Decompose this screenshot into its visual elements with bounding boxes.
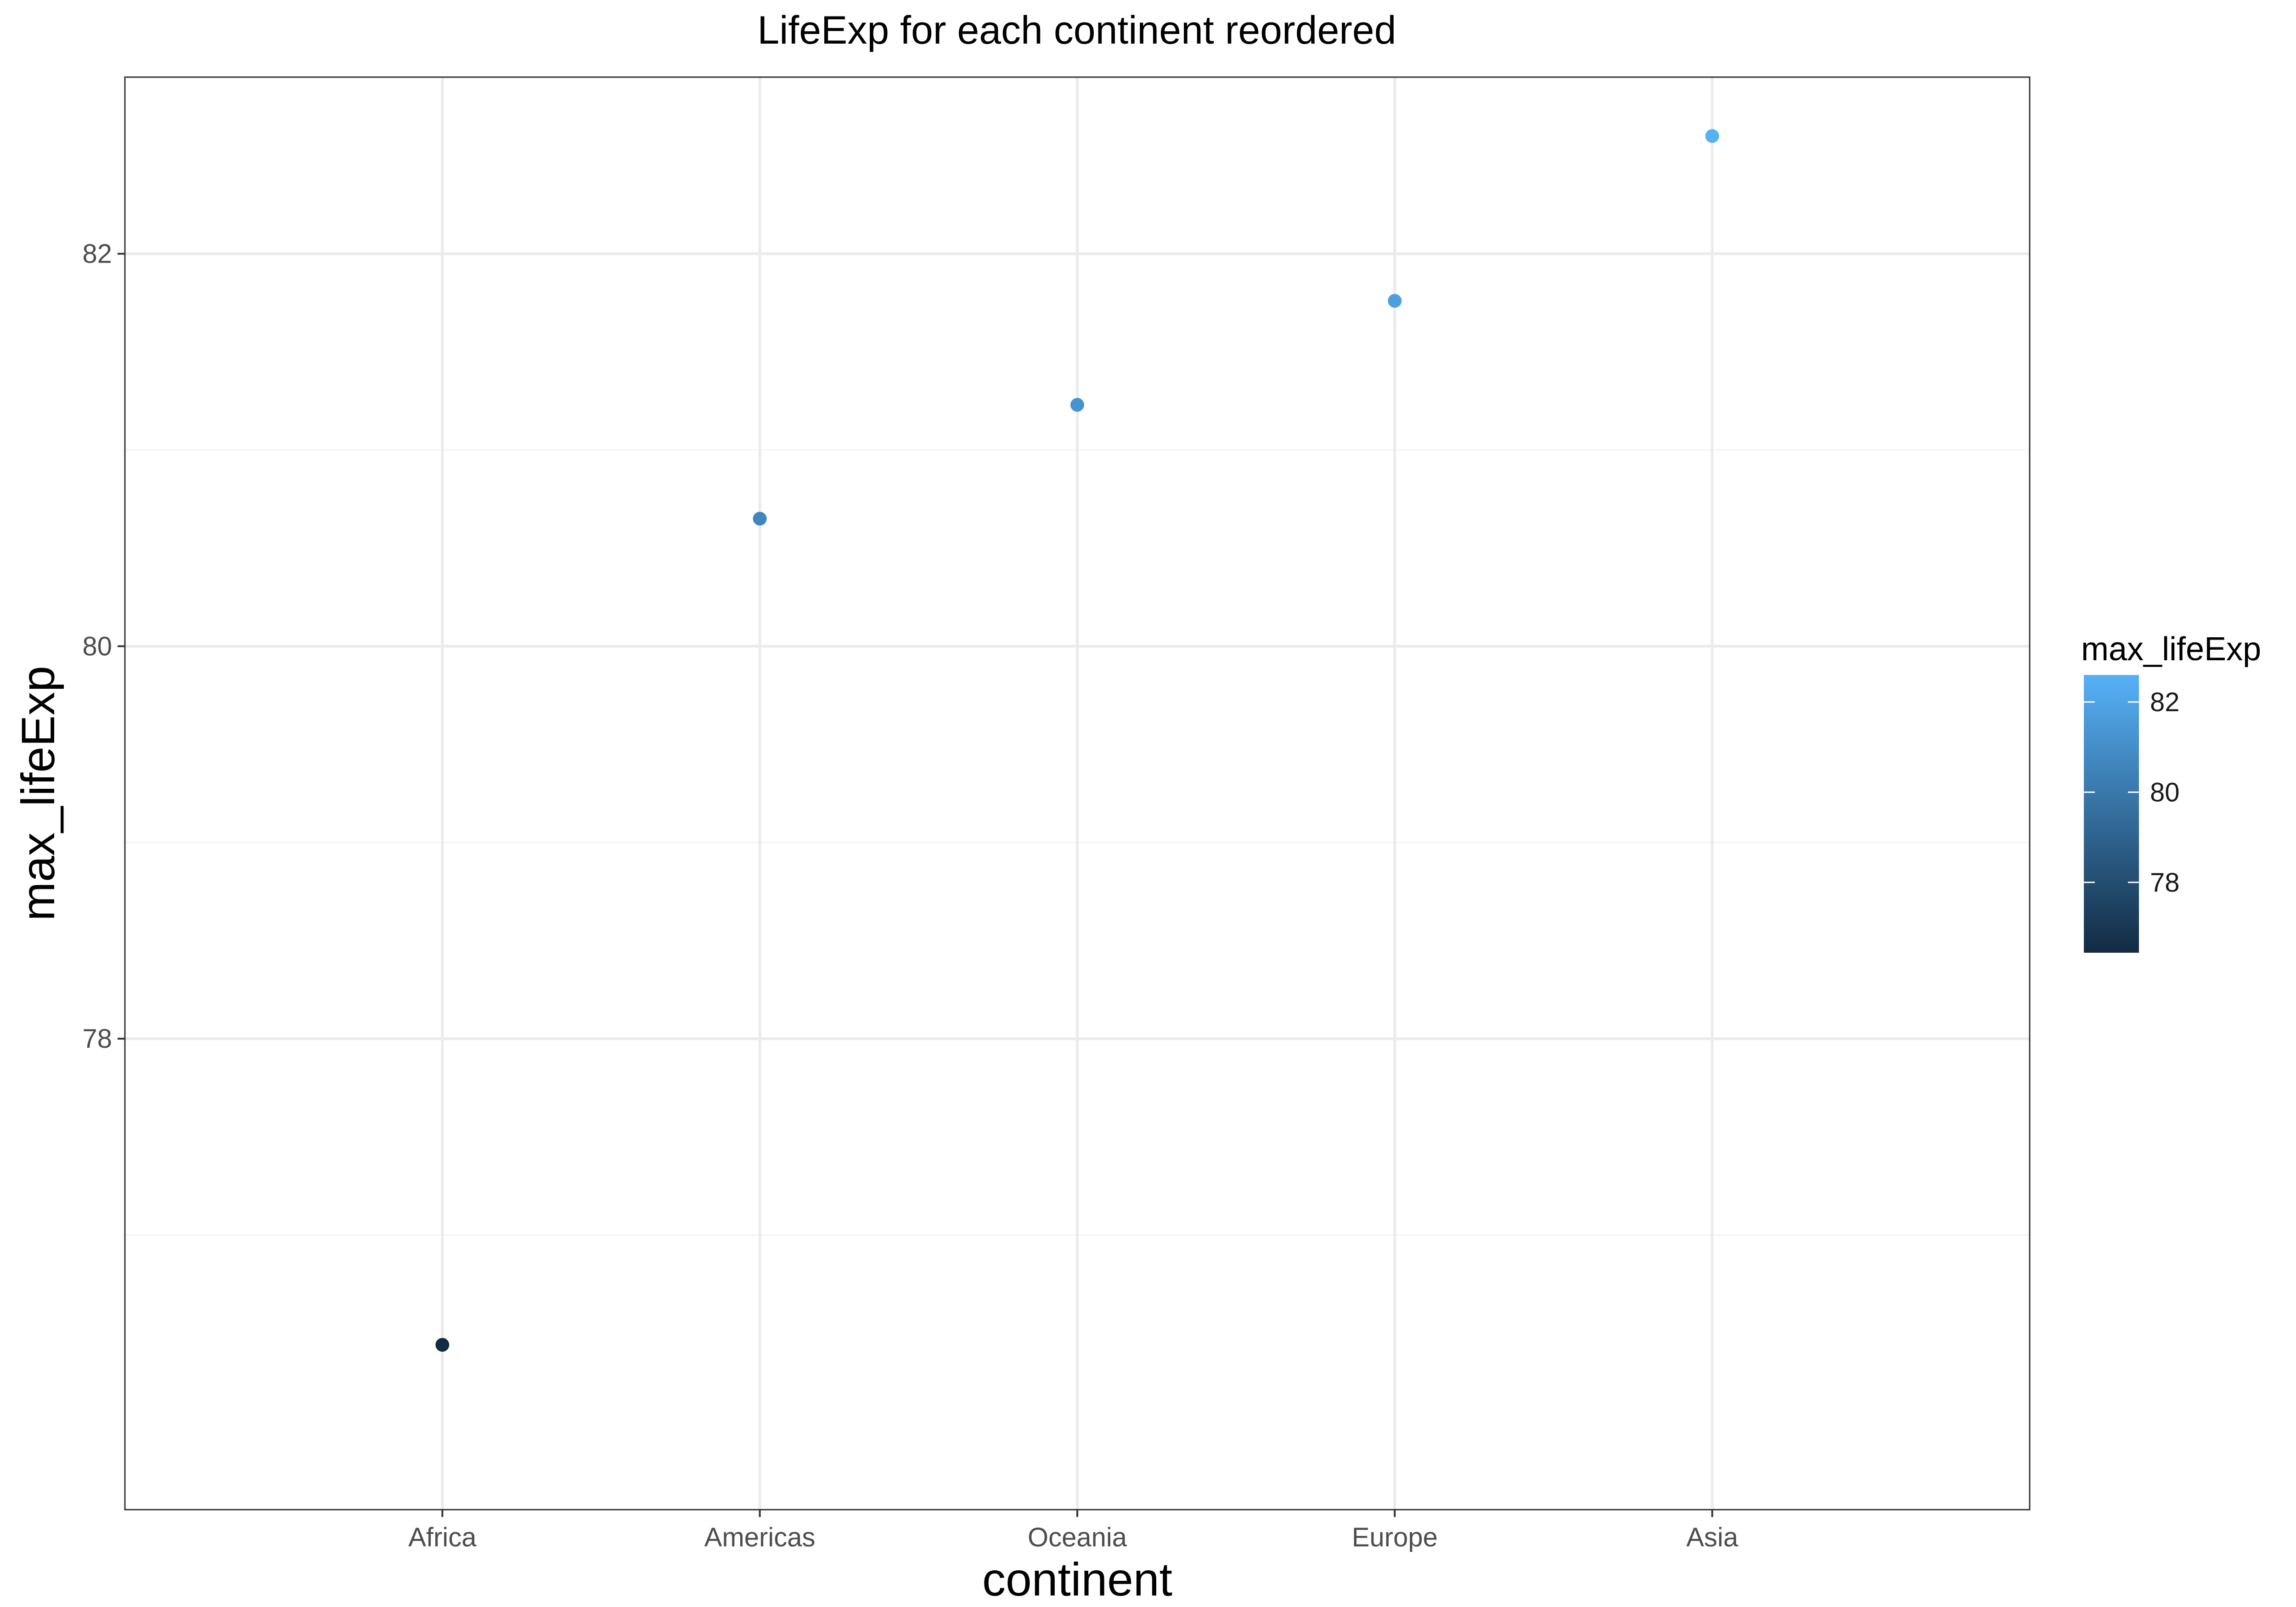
legend-ticks: 78 80 82 — [2084, 687, 2180, 898]
y-axis-title: max_lifeExp — [12, 666, 64, 921]
legend-colorbar — [2084, 675, 2139, 953]
x-tick-label: Americas — [704, 1523, 816, 1552]
y-tick-label: 78 — [82, 1024, 112, 1054]
chart-title: LifeExp for each continent reordered — [757, 8, 1396, 52]
x-tick-label: Oceania — [1028, 1523, 1127, 1552]
data-point-asia — [1705, 129, 1719, 143]
legend-tick-label: 80 — [2150, 777, 2180, 807]
x-tick-label: Europe — [1352, 1523, 1438, 1552]
data-point-africa — [435, 1337, 450, 1352]
grid-lines — [125, 77, 2030, 1510]
x-tick-label: Africa — [408, 1523, 477, 1552]
x-axis-title: continent — [982, 1553, 1172, 1606]
axes: 78 80 82 Africa Americas Oceania Europe Asia — [82, 239, 1738, 1552]
data-point-oceania — [1070, 398, 1084, 412]
legend-tick-label: 78 — [2150, 868, 2180, 898]
y-tick-label: 82 — [82, 239, 112, 269]
legend-tick-label: 82 — [2150, 687, 2180, 717]
data-point-europe — [1388, 294, 1402, 308]
y-tick-label: 80 — [82, 631, 112, 661]
legend-title: max_lifeExp — [2081, 631, 2261, 668]
x-tick-label: Asia — [1686, 1523, 1739, 1552]
data-point-americas — [753, 511, 767, 526]
data-points — [435, 129, 1719, 1352]
legend: max_lifeExp 78 80 82 — [2081, 631, 2261, 953]
